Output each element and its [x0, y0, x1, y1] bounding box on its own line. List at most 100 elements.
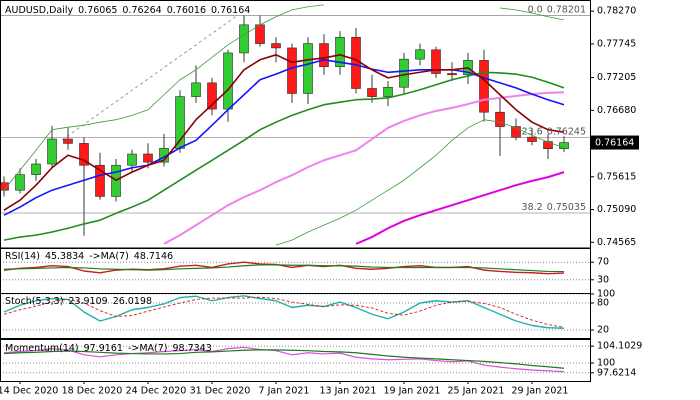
indicator-line	[163, 91, 565, 245]
candle-body	[31, 163, 41, 175]
candle-body	[399, 58, 409, 88]
price-box	[591, 135, 639, 150]
y-tick-label: 0.75615	[597, 171, 636, 182]
candle-body	[303, 43, 313, 94]
candle-body	[319, 43, 329, 67]
candle-body	[431, 49, 441, 74]
y-tick-label: 0.77205	[597, 72, 636, 83]
y-tick-label: 104.1029	[597, 341, 642, 352]
x-tick-label: 25 Jan 2021	[448, 386, 505, 397]
y-tick-label: 0.74565	[597, 237, 636, 248]
candle-body	[543, 141, 553, 150]
indicator-line	[3, 264, 565, 273]
panel-plot	[1, 345, 590, 374]
y-tick-label: 0.77745	[597, 38, 636, 49]
fib-price: 0.76245	[547, 126, 586, 137]
x-tick-label: 31 Dec 2020	[190, 386, 251, 397]
momentum-panel-frame	[0, 339, 591, 382]
candle-body	[479, 60, 489, 113]
candle-body	[527, 136, 537, 142]
fib-level-label: 23.6 0.76245	[522, 126, 586, 137]
fib-level-label: 38.2 0.75035	[522, 201, 586, 212]
panel-header: AUDUSD,Daily 0.76065 0.76264 0.76016 0.76164	[5, 5, 250, 16]
candle-body	[335, 37, 345, 67]
x-tick-label: 18 Dec 2020	[62, 386, 123, 397]
indicator-line	[3, 71, 565, 241]
fib-price: 0.78201	[547, 4, 586, 15]
indicator-value: 26.0198	[113, 296, 152, 307]
y-tick-label: 80	[597, 298, 609, 309]
candle-body	[367, 88, 377, 97]
candle-body	[1, 182, 9, 191]
candle-body	[287, 47, 297, 94]
fib-ratio: 38.2	[522, 201, 543, 212]
indicator-line	[355, 171, 565, 245]
y-tick-label: 97.6214	[597, 367, 636, 378]
panel-plot	[1, 261, 590, 281]
candle-body	[495, 111, 505, 127]
x-tick-label: 24 Dec 2020	[126, 386, 187, 397]
candle-body	[207, 82, 217, 110]
y-tick-label: 70	[597, 257, 609, 268]
y-tick-label: 20	[597, 325, 609, 336]
price-box-label: 0.76164	[595, 138, 634, 149]
candle-body	[415, 49, 425, 60]
candle-body	[95, 164, 105, 197]
y-tick-label: 0.78270	[597, 6, 636, 17]
x-tick-label: 19 Jan 2021	[384, 386, 441, 397]
panel-header: RSI(14) 45.3834 ->MA(7) 48.7146	[5, 251, 173, 262]
panel-title: AUDUSD,Daily	[5, 5, 74, 16]
y-tick-label: 0.75090	[597, 204, 636, 215]
indicator-value: 98.7343	[172, 343, 211, 354]
candle-body	[47, 138, 57, 165]
indicator-name: ->MA(7)	[128, 343, 168, 354]
fib-price: 0.75035	[547, 201, 586, 212]
ohlc-value: 0.76264	[122, 5, 161, 16]
stoch-panel-frame	[0, 293, 591, 339]
indicator-line	[3, 346, 565, 373]
candle-body	[127, 153, 137, 166]
indicator-name: Momentum(14)	[5, 343, 79, 354]
indicator-line	[3, 349, 565, 369]
y-tick-label: 100	[597, 289, 615, 300]
candle-body	[15, 174, 25, 191]
y-tick-label: 100	[597, 358, 615, 369]
indicator-line	[3, 58, 565, 216]
panel-header: Momentum(14) 97.9161 ->MA(7) 98.7343	[5, 343, 212, 354]
ohlc-value: 0.76065	[78, 5, 117, 16]
panel-header: Stoch(5,3,3) 23.9109 26.0198	[5, 296, 152, 307]
fib-ratio: 23.6	[522, 126, 543, 137]
candle-body	[447, 73, 457, 76]
indicator-name: RSI(14)	[5, 251, 40, 262]
candle-body	[511, 126, 521, 138]
candle-body	[223, 52, 233, 110]
candle-body	[239, 24, 249, 54]
indicator-line	[3, 4, 565, 191]
candle-body	[63, 138, 73, 144]
x-tick-label: 14 Dec 2020	[0, 386, 58, 397]
candle-body	[255, 24, 265, 44]
candle-body	[383, 86, 393, 97]
indicator-line	[3, 296, 565, 328]
candle-body	[271, 43, 281, 49]
x-tick-label: 29 Jan 2021	[512, 386, 569, 397]
indicator-name: ->MA(7)	[89, 251, 129, 262]
candle-body	[143, 153, 153, 163]
y-tick-label: 0.76680	[597, 105, 636, 116]
fib-ratio: 0.0	[528, 4, 543, 15]
candle-body	[79, 143, 89, 166]
panel-plot	[1, 4, 590, 246]
indicator-value: 48.7146	[134, 251, 173, 262]
indicator-line	[275, 119, 565, 246]
ohlc-value: 0.76164	[211, 5, 250, 16]
indicator-value: 45.3834	[45, 251, 84, 262]
ohlc-value: 0.76016	[167, 5, 206, 16]
indicator-value: 23.9109	[68, 296, 107, 307]
x-tick-label: 7 Jan 2021	[259, 386, 310, 397]
x-tick-label: 13 Jan 2021	[320, 386, 377, 397]
indicator-value: 97.9161	[84, 343, 123, 354]
candle-body	[191, 82, 201, 97]
